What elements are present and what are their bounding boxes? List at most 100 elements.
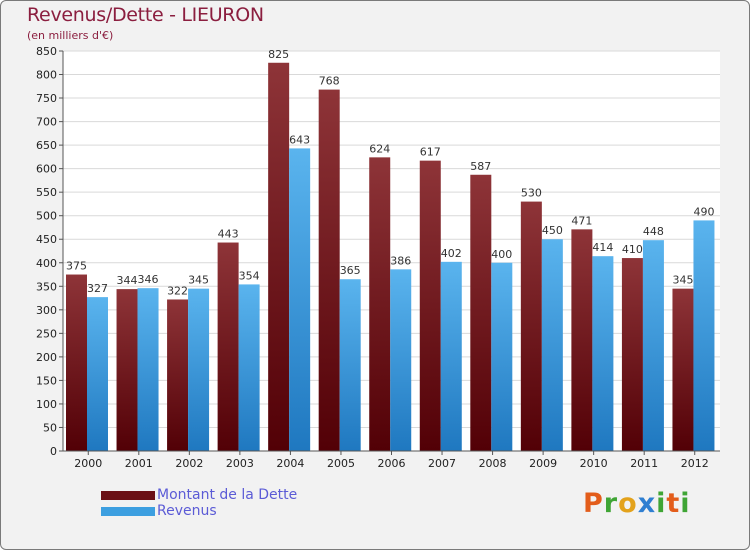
bar-dette — [622, 258, 643, 451]
x-tick-label: 2008 — [479, 457, 507, 470]
logo-letter: t — [666, 488, 680, 519]
bar-dette — [521, 202, 542, 451]
x-tick-label: 2005 — [327, 457, 355, 470]
value-label-dette: 345 — [672, 274, 693, 287]
y-tick-label: 600 — [36, 163, 57, 176]
x-tick-label: 2012 — [681, 457, 709, 470]
x-tick-label: 2007 — [428, 457, 456, 470]
value-label-revenus: 327 — [87, 282, 108, 295]
logo-letter: x — [638, 488, 656, 519]
value-label-dette: 587 — [470, 160, 491, 173]
bar-revenus — [441, 262, 462, 451]
value-label-dette: 530 — [521, 187, 542, 200]
bar-revenus — [239, 284, 260, 451]
value-label-revenus: 365 — [340, 264, 361, 277]
y-tick-label: 450 — [36, 233, 57, 246]
x-tick-label: 2001 — [125, 457, 153, 470]
value-label-revenus: 448 — [643, 225, 664, 238]
bar-revenus — [693, 220, 714, 451]
bar-revenus — [390, 269, 411, 451]
x-tick-label: 2011 — [630, 457, 658, 470]
value-label-dette: 443 — [218, 228, 239, 241]
value-label-dette: 410 — [622, 243, 643, 256]
bar-dette — [571, 229, 592, 451]
value-label-dette: 344 — [117, 274, 138, 287]
value-label-dette: 768 — [319, 75, 340, 88]
y-tick-label: 150 — [36, 374, 57, 387]
proxiti-logo: Proxiti — [583, 488, 691, 519]
bar-revenus — [138, 288, 159, 451]
bar-revenus — [643, 240, 664, 451]
x-tick-label: 2004 — [276, 457, 304, 470]
legend-swatch-revenus — [101, 507, 155, 516]
value-label-revenus: 402 — [441, 247, 462, 260]
y-tick-label: 800 — [36, 69, 57, 82]
y-tick-label: 0 — [50, 445, 57, 458]
y-tick-label: 500 — [36, 210, 57, 223]
x-tick-label: 2006 — [378, 457, 406, 470]
y-tick-label: 400 — [36, 257, 57, 270]
legend-label-revenus: Revenus — [157, 503, 217, 519]
bar-dette — [268, 63, 289, 451]
bar-dette — [66, 275, 87, 451]
bar-revenus — [289, 148, 310, 451]
y-tick-label: 200 — [36, 351, 57, 364]
value-label-revenus: 345 — [188, 274, 209, 287]
bar-chart: 0 50 100 150 200 250 300 350 400 450 500 550 600 650 7… — [1, 1, 750, 550]
bar-dette — [369, 157, 390, 451]
bar-dette — [319, 90, 340, 451]
value-label-revenus: 386 — [390, 254, 411, 267]
bar-revenus — [542, 239, 563, 451]
y-tick-label: 550 — [36, 186, 57, 199]
bar-revenus — [491, 263, 512, 451]
value-label-dette: 825 — [268, 48, 289, 61]
bar-dette — [420, 161, 441, 451]
value-label-revenus: 450 — [542, 224, 563, 237]
value-label-revenus: 490 — [693, 205, 714, 218]
value-label-revenus: 346 — [138, 273, 159, 286]
bar-revenus — [592, 256, 613, 451]
bar-dette — [470, 175, 491, 451]
value-label-revenus: 354 — [239, 269, 260, 282]
logo-letter: i — [656, 488, 666, 519]
chart-frame: Revenus/Dette - LIEURON (en milliers d'€… — [0, 0, 750, 550]
x-tick-label: 2002 — [175, 457, 203, 470]
x-tick-label: 2009 — [529, 457, 557, 470]
y-tick-label: 350 — [36, 280, 57, 293]
value-label-dette: 617 — [420, 146, 441, 159]
legend-label-debt: Montant de la Dette — [157, 487, 297, 503]
value-label-dette: 375 — [66, 260, 87, 273]
bar-revenus — [87, 297, 108, 451]
bar-dette — [117, 289, 138, 451]
logo-letter: r — [604, 488, 618, 519]
value-label-revenus: 414 — [592, 241, 613, 254]
y-tick-label: 850 — [36, 45, 57, 58]
value-label-dette: 471 — [571, 214, 592, 227]
y-tick-label: 300 — [36, 304, 57, 317]
bar-revenus — [188, 289, 209, 451]
value-label-revenus: 400 — [491, 248, 512, 261]
legend-swatch-debt — [101, 491, 155, 500]
logo-letter: P — [583, 488, 604, 519]
x-tick-label: 2003 — [226, 457, 254, 470]
bar-dette — [167, 299, 188, 451]
y-tick-label: 250 — [36, 327, 57, 340]
bar-dette — [218, 243, 239, 451]
y-tick-label: 50 — [43, 421, 57, 434]
value-label-dette: 624 — [369, 142, 390, 155]
x-tick-label: 2000 — [74, 457, 102, 470]
y-tick-label: 650 — [36, 139, 57, 152]
logo-letter: i — [680, 488, 690, 519]
bar-revenus — [340, 279, 361, 451]
value-label-dette: 322 — [167, 284, 188, 297]
legend-item-revenus: Revenus — [101, 503, 297, 519]
bar-dette — [672, 289, 693, 451]
y-tick-label: 100 — [36, 398, 57, 411]
y-tick-label: 700 — [36, 116, 57, 129]
y-tick-label: 750 — [36, 92, 57, 105]
value-label-revenus: 643 — [289, 133, 310, 146]
legend: Montant de la Dette Revenus — [101, 487, 297, 519]
x-tick-label: 2010 — [580, 457, 608, 470]
legend-item-debt: Montant de la Dette — [101, 487, 297, 503]
logo-letter: o — [618, 488, 638, 519]
